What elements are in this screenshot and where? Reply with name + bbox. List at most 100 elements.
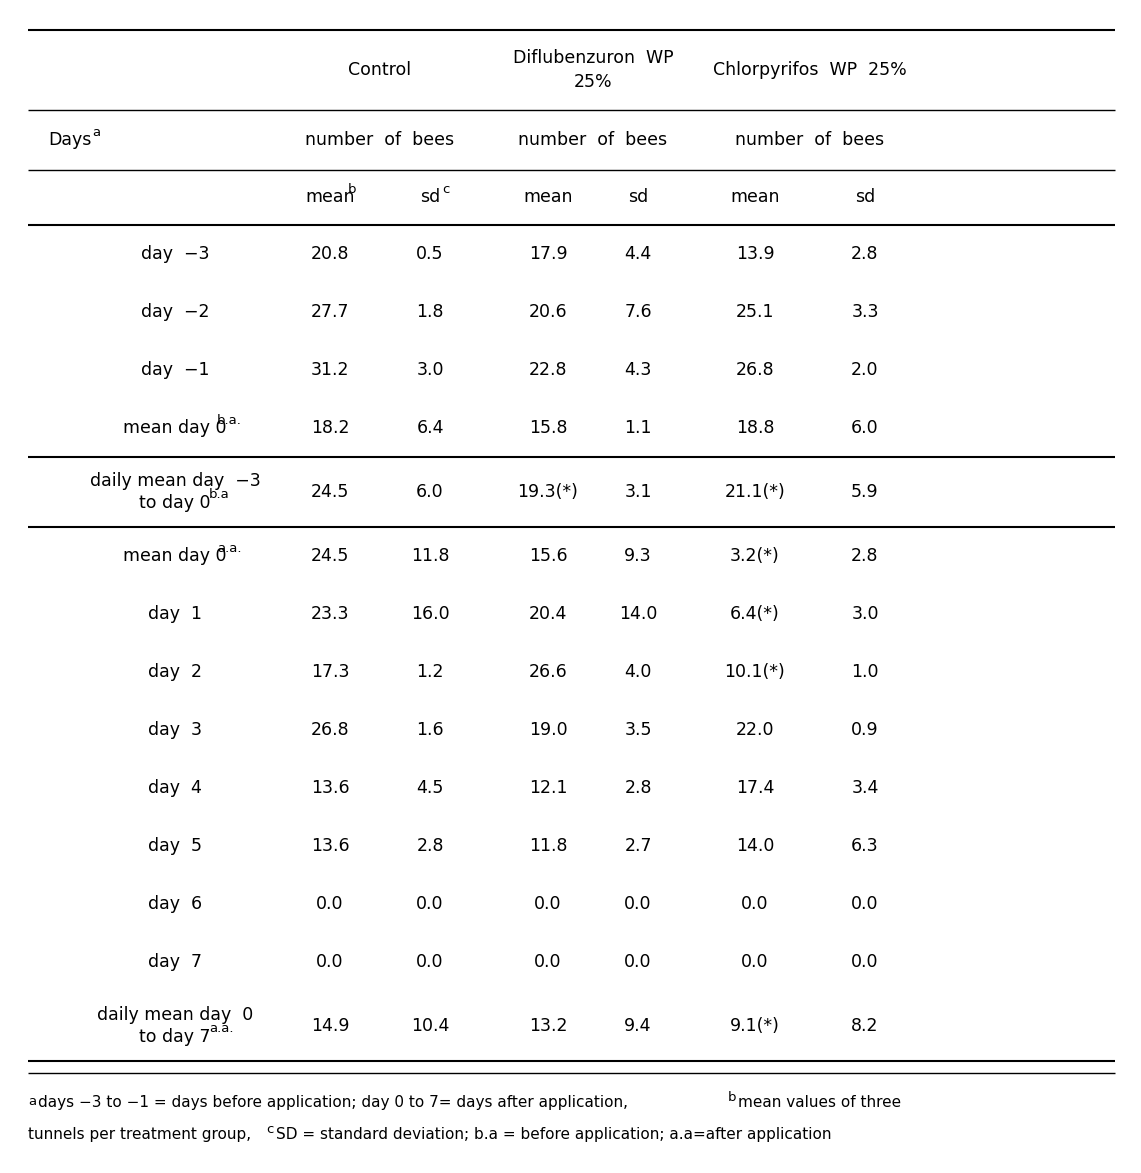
Text: sd: sd <box>420 189 440 206</box>
Text: b: b <box>348 183 356 196</box>
Text: 26.8: 26.8 <box>736 361 775 379</box>
Text: 25.1: 25.1 <box>736 303 775 321</box>
Text: 27.7: 27.7 <box>310 303 349 321</box>
Text: 3.4: 3.4 <box>851 779 879 796</box>
Text: 4.4: 4.4 <box>624 245 652 263</box>
Text: 20.6: 20.6 <box>528 303 567 321</box>
Text: day  3: day 3 <box>148 721 202 739</box>
Text: 0.0: 0.0 <box>416 952 444 971</box>
Text: day  7: day 7 <box>148 952 202 971</box>
Text: 0.0: 0.0 <box>316 895 343 913</box>
Text: 11.8: 11.8 <box>528 838 567 855</box>
Text: 1.6: 1.6 <box>416 721 444 739</box>
Text: 15.6: 15.6 <box>528 547 567 565</box>
Text: 7.6: 7.6 <box>624 303 652 321</box>
Text: 0.0: 0.0 <box>851 895 879 913</box>
Text: to day 0: to day 0 <box>139 494 211 511</box>
Text: 9.1(*): 9.1(*) <box>730 1017 780 1035</box>
Text: 12.1: 12.1 <box>528 779 567 796</box>
Text: 0.0: 0.0 <box>851 952 879 971</box>
Text: 0.0: 0.0 <box>742 895 769 913</box>
Text: 26.8: 26.8 <box>310 721 349 739</box>
Text: Control: Control <box>348 61 412 79</box>
Text: 3.3: 3.3 <box>851 303 879 321</box>
Text: daily mean day  0: daily mean day 0 <box>97 1006 253 1024</box>
Text: mean: mean <box>524 189 573 206</box>
Text: 20.8: 20.8 <box>310 245 349 263</box>
Text: Chlorpyrifos  WP  25%: Chlorpyrifos WP 25% <box>713 61 907 79</box>
Text: 14.0: 14.0 <box>736 838 775 855</box>
Text: 1.8: 1.8 <box>416 303 444 321</box>
Text: 6.0: 6.0 <box>851 419 879 438</box>
Text: 6.0: 6.0 <box>416 483 444 501</box>
Text: 13.6: 13.6 <box>310 838 349 855</box>
Text: 22.8: 22.8 <box>528 361 567 379</box>
Text: 9.3: 9.3 <box>624 547 652 565</box>
Text: 13.9: 13.9 <box>736 245 775 263</box>
Text: 2.0: 2.0 <box>851 361 879 379</box>
Text: day  −2: day −2 <box>140 303 209 321</box>
Text: 3.5: 3.5 <box>624 721 652 739</box>
Text: 1.1: 1.1 <box>624 419 652 438</box>
Text: 21.1(*): 21.1(*) <box>725 483 785 501</box>
Text: 6.4: 6.4 <box>416 419 444 438</box>
Text: a.a.: a.a. <box>217 542 242 555</box>
Text: b: b <box>728 1091 736 1104</box>
Text: 3.1: 3.1 <box>624 483 652 501</box>
Text: daily mean day  −3: daily mean day −3 <box>90 472 260 490</box>
Text: 4.5: 4.5 <box>416 779 444 796</box>
Text: mean: mean <box>730 189 779 206</box>
Text: 22.0: 22.0 <box>736 721 775 739</box>
Text: mean values of three: mean values of three <box>738 1096 901 1110</box>
Text: 31.2: 31.2 <box>310 361 349 379</box>
Text: 18.2: 18.2 <box>310 419 349 438</box>
Text: 20.4: 20.4 <box>528 605 567 623</box>
Text: 2.8: 2.8 <box>851 245 879 263</box>
Text: 3.2(*): 3.2(*) <box>730 547 780 565</box>
Text: day  1: day 1 <box>148 605 202 623</box>
Text: Diflubenzuron  WP
25%: Diflubenzuron WP 25% <box>512 49 673 90</box>
Text: a: a <box>29 1096 37 1108</box>
Text: 24.5: 24.5 <box>310 483 349 501</box>
Text: day  6: day 6 <box>148 895 202 913</box>
Text: 13.2: 13.2 <box>528 1017 567 1035</box>
Text: mean day 0: mean day 0 <box>123 419 227 438</box>
Text: Days: Days <box>48 131 91 149</box>
Text: day  −3: day −3 <box>140 245 209 263</box>
Text: 17.4: 17.4 <box>736 779 775 796</box>
Text: number  of  bees: number of bees <box>518 131 667 149</box>
Text: mean day 0: mean day 0 <box>123 547 227 565</box>
Text: 18.8: 18.8 <box>736 419 775 438</box>
Text: 26.6: 26.6 <box>528 663 567 682</box>
Text: 2.7: 2.7 <box>624 838 652 855</box>
Text: sd: sd <box>855 189 875 206</box>
Text: 6.3: 6.3 <box>851 838 879 855</box>
Text: 14.9: 14.9 <box>310 1017 349 1035</box>
Text: 1.2: 1.2 <box>416 663 444 682</box>
Text: SD = standard deviation; b.a = before application; a.a=after application: SD = standard deviation; b.a = before ap… <box>276 1127 832 1143</box>
Text: b.a: b.a <box>209 488 229 502</box>
Text: a: a <box>92 126 100 138</box>
Text: 0.0: 0.0 <box>742 952 769 971</box>
Text: 4.0: 4.0 <box>624 663 652 682</box>
Text: 10.4: 10.4 <box>411 1017 450 1035</box>
Text: 11.8: 11.8 <box>411 547 450 565</box>
Text: c: c <box>266 1123 274 1135</box>
Text: 0.0: 0.0 <box>624 895 652 913</box>
Text: mean: mean <box>306 189 355 206</box>
Text: 17.9: 17.9 <box>528 245 567 263</box>
Text: 3.0: 3.0 <box>851 605 879 623</box>
Text: 8.2: 8.2 <box>851 1017 879 1035</box>
Text: 14.0: 14.0 <box>618 605 657 623</box>
Text: sd: sd <box>628 189 648 206</box>
Text: day  4: day 4 <box>148 779 202 796</box>
Text: 1.0: 1.0 <box>851 663 879 682</box>
Text: 2.8: 2.8 <box>624 779 652 796</box>
Text: day  5: day 5 <box>148 838 202 855</box>
Text: 0.5: 0.5 <box>416 245 444 263</box>
Text: 17.3: 17.3 <box>310 663 349 682</box>
Text: day  −1: day −1 <box>140 361 209 379</box>
Text: number  of  bees: number of bees <box>736 131 884 149</box>
Text: 23.3: 23.3 <box>310 605 349 623</box>
Text: 2.8: 2.8 <box>416 838 444 855</box>
